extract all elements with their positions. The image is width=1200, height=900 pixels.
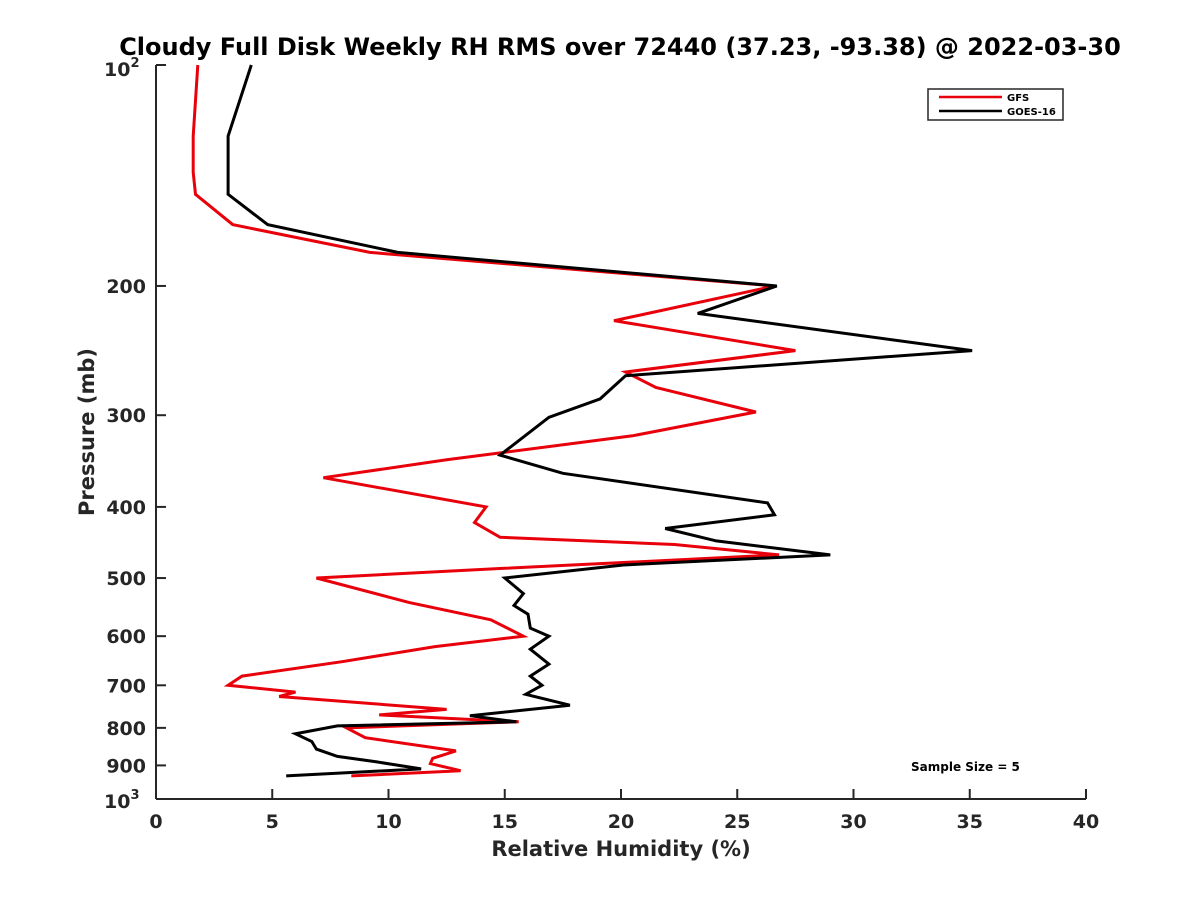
series-lines bbox=[191, 64, 973, 778]
x-tick-label: 35 bbox=[957, 811, 983, 833]
sample-size-annotation: Sample Size = 5 bbox=[911, 760, 1020, 774]
legend-box bbox=[927, 88, 1064, 121]
y-top-tick-label: 102 bbox=[104, 56, 140, 81]
x-tick-label: 40 bbox=[1073, 811, 1099, 833]
x-tick-label: 10 bbox=[375, 811, 401, 833]
y-tick-label: 300 bbox=[106, 405, 146, 427]
y-bottom-tick-label: 103 bbox=[104, 788, 140, 813]
chart-title: Cloudy Full Disk Weekly RH RMS over 7244… bbox=[119, 33, 1121, 61]
y-tick-label: 800 bbox=[106, 718, 146, 740]
y-tick-label: 600 bbox=[106, 626, 146, 648]
plot-area bbox=[155, 65, 1086, 800]
y-tick-label: 500 bbox=[106, 568, 146, 590]
x-tick-label: 30 bbox=[840, 811, 866, 833]
y-tick-label: 700 bbox=[106, 675, 146, 697]
x-axis-label: Relative Humidity (%) bbox=[491, 837, 750, 861]
legend-label-gfs: GFS bbox=[1007, 93, 1029, 104]
y-tick-label: 200 bbox=[106, 276, 146, 298]
x-tick-label: 15 bbox=[492, 811, 518, 833]
x-tick-label: 20 bbox=[608, 811, 634, 833]
y-tick-label: 400 bbox=[106, 497, 146, 519]
y-axis-label: Pressure (mb) bbox=[75, 348, 99, 516]
y-tick-label: 900 bbox=[106, 755, 146, 777]
x-tick-label: 25 bbox=[724, 811, 750, 833]
x-tick-label: 0 bbox=[149, 811, 162, 833]
legend-label-goes-16: GOES-16 bbox=[1007, 107, 1056, 118]
series-line-goes-16 bbox=[226, 64, 973, 778]
y-ticks: 200 300 400 500 600 700 800 900 bbox=[106, 64, 166, 800]
x-ticks: 0 5 10 15 20 25 30 35 40 bbox=[149, 789, 1099, 833]
x-tick-label: 5 bbox=[266, 811, 279, 833]
series-line-gfs bbox=[191, 64, 796, 778]
legend: GFS GOES-16 bbox=[927, 88, 1064, 121]
